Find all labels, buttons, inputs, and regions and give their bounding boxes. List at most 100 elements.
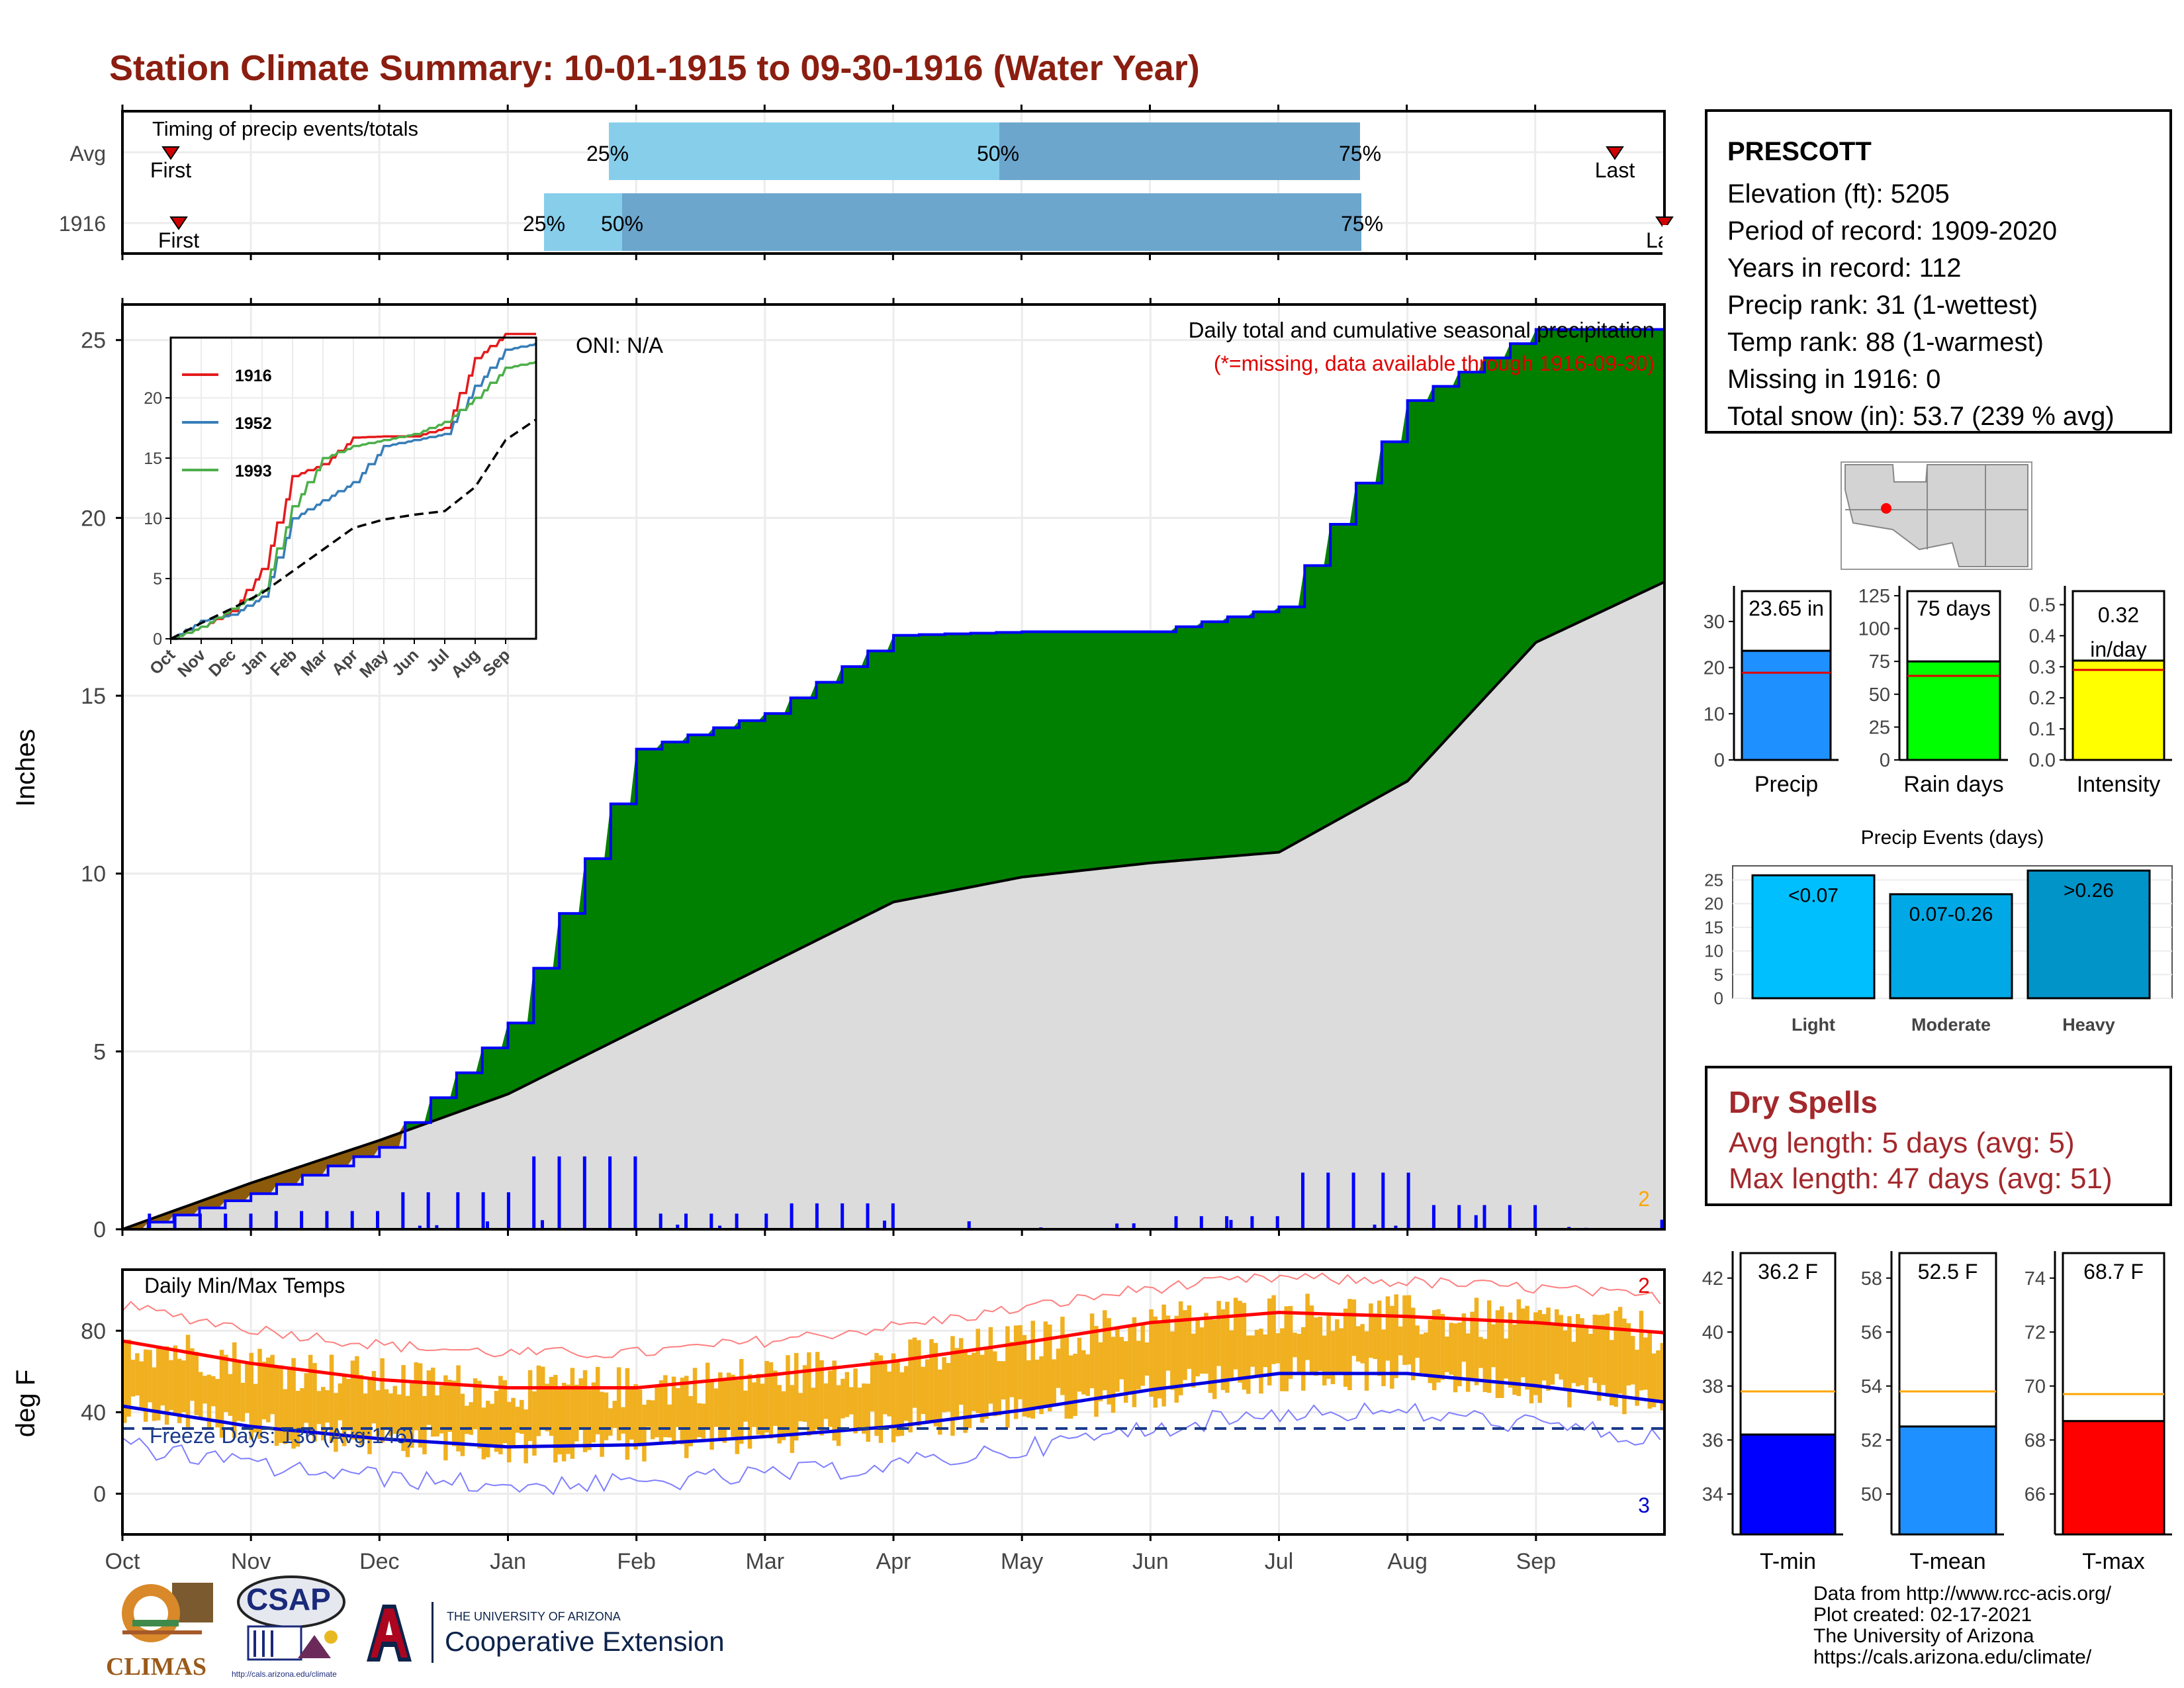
y-tick-label: 56 xyxy=(1861,1322,1882,1343)
daily-temp-bar xyxy=(1009,1342,1015,1397)
daily-temp-bar xyxy=(1132,1317,1137,1407)
daily-temp-bar xyxy=(321,1387,326,1440)
daily-temp-bar xyxy=(148,1350,152,1403)
daily-temp-bar xyxy=(743,1390,748,1422)
daily-temp-bar xyxy=(1060,1317,1065,1395)
daily-temp-bar xyxy=(777,1385,782,1444)
legend-label: 1993 xyxy=(235,462,272,481)
daily-precip-bar xyxy=(532,1156,536,1229)
daily-temp-bar xyxy=(1326,1315,1331,1380)
daily-temp-bar xyxy=(1461,1313,1467,1362)
daily-temp-bar xyxy=(667,1404,672,1438)
y-tick-label: 0.1 xyxy=(2029,719,2056,740)
temp-bar-bg xyxy=(1898,1252,1997,1428)
daily-temp-bar xyxy=(1537,1310,1542,1403)
daily-temp-bar xyxy=(465,1405,469,1434)
daily-temp-bar xyxy=(1220,1309,1226,1390)
daily-temp-bar xyxy=(1034,1359,1040,1407)
daily-temp-bar xyxy=(1385,1296,1390,1361)
daily-temp-bar xyxy=(325,1390,330,1423)
daily-precip-bar xyxy=(1474,1215,1478,1229)
daily-precip-bar xyxy=(1457,1205,1461,1229)
y-tick-label: 58 xyxy=(1861,1268,1882,1289)
daily-temp-bar xyxy=(570,1368,575,1459)
event-category-label: Light xyxy=(1792,1015,1835,1035)
inset-series-line xyxy=(171,360,537,640)
daily-temp-bar xyxy=(553,1375,558,1463)
daily-precip-bar xyxy=(815,1203,819,1229)
daily-precip-bar xyxy=(1351,1172,1355,1229)
daily-precip-bar xyxy=(557,1156,561,1229)
oni-label: ONI: N/A xyxy=(576,333,663,357)
daily-temp-bar xyxy=(1322,1335,1327,1385)
daily-precip-bar xyxy=(325,1211,329,1229)
daily-temp-bar xyxy=(848,1387,854,1415)
daily-temp-bar xyxy=(1259,1329,1263,1394)
daily-temp-bar xyxy=(540,1366,545,1430)
summary-bar xyxy=(1741,649,1832,761)
daily-temp-bar xyxy=(494,1391,499,1452)
event-category-label: Heavy xyxy=(2062,1015,2115,1035)
daily-precip-bar xyxy=(967,1221,971,1229)
avg-50-75-bar xyxy=(999,122,1360,180)
temp-bar xyxy=(1739,1433,1837,1536)
station-line: Precip rank: 31 (1-wettest) xyxy=(1727,291,2038,320)
daily-temp-bar xyxy=(1436,1309,1441,1383)
daily-temp-bar xyxy=(334,1393,338,1452)
daily-temp-bar xyxy=(1208,1318,1213,1393)
daily-temp-bar xyxy=(993,1351,997,1417)
daily-temp-bar xyxy=(1238,1301,1242,1383)
daily-temp-bar xyxy=(903,1366,909,1421)
daily-temp-bar xyxy=(735,1380,740,1454)
daily-precip-bar xyxy=(1301,1172,1305,1229)
daily-temp-bar xyxy=(1335,1319,1340,1374)
daily-temp-bar xyxy=(261,1362,267,1420)
daily-temp-bar xyxy=(828,1370,833,1427)
daily-temp-bar xyxy=(1479,1336,1483,1368)
daily-precip-bar xyxy=(1432,1205,1435,1229)
daily-temp-bar xyxy=(802,1365,807,1422)
daily-temp-bar xyxy=(1254,1329,1259,1375)
daily-temp-bar xyxy=(1170,1331,1175,1390)
daily-precip-bar xyxy=(659,1213,662,1229)
daily-temp-bar xyxy=(633,1383,638,1450)
daily-temp-bar xyxy=(304,1373,308,1423)
daily-temp-bar xyxy=(1191,1333,1196,1388)
month-label: Jun xyxy=(1132,1549,1169,1574)
summary-bar-label: Intensity xyxy=(2077,772,2161,797)
daily-temp-bar xyxy=(1516,1299,1522,1396)
daily-temp-bar xyxy=(1660,1342,1665,1411)
y-tick-label: 74 xyxy=(2025,1268,2046,1289)
daily-temp-bar xyxy=(1284,1306,1289,1391)
daily-temp-bar xyxy=(1068,1355,1073,1419)
daily-temp-bar xyxy=(1398,1326,1403,1356)
daily-precip-bar xyxy=(1381,1172,1385,1229)
daily-temp-bar xyxy=(844,1372,850,1417)
daily-precip-bar xyxy=(709,1213,713,1229)
daily-temp-bar xyxy=(591,1382,596,1443)
climas-text: CLIMAS xyxy=(106,1653,207,1681)
daily-temp-bar xyxy=(1089,1313,1095,1389)
daily-temp-bar xyxy=(756,1374,761,1435)
daily-temp-bar xyxy=(527,1370,533,1441)
p50-label: 50% xyxy=(601,212,643,236)
daily-temp-bar xyxy=(1651,1353,1657,1407)
daily-precip-bar xyxy=(1132,1223,1136,1229)
daily-temp-bar xyxy=(1474,1297,1479,1385)
y-tick-label: 30 xyxy=(1704,612,1725,633)
daily-temp-bar xyxy=(506,1401,512,1463)
daily-temp-bar xyxy=(1161,1304,1166,1407)
daily-temp-bar xyxy=(451,1380,457,1446)
daily-temp-bar xyxy=(1271,1295,1276,1364)
first-marker xyxy=(161,146,180,160)
temp-bar-label: T-max xyxy=(2082,1549,2144,1574)
daily-temp-bar xyxy=(1275,1333,1281,1364)
daily-temp-bar xyxy=(1056,1348,1061,1388)
daily-temp-bar xyxy=(1390,1305,1394,1389)
first-label: First xyxy=(158,228,199,252)
y-tick-label: 52 xyxy=(1861,1430,1882,1451)
daily-temp-bar xyxy=(1394,1294,1398,1378)
daily-temp-bar xyxy=(676,1387,680,1427)
y-tick-label: 0.5 xyxy=(2029,594,2056,616)
